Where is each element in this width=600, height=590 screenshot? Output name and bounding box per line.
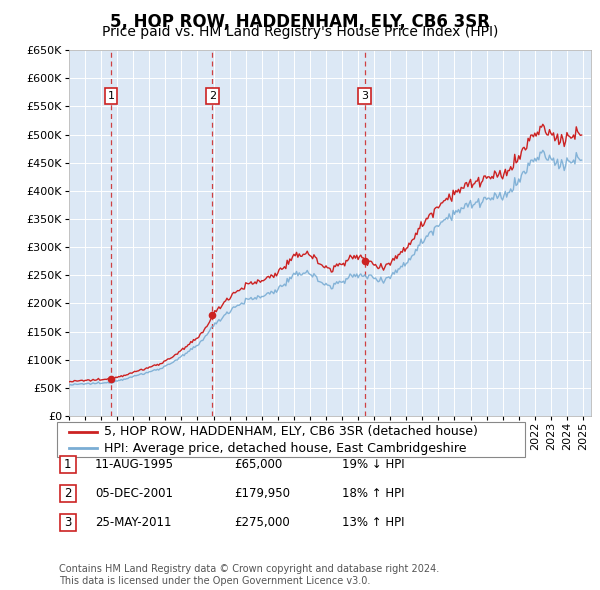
FancyBboxPatch shape — [60, 486, 76, 502]
Text: 18% ↑ HPI: 18% ↑ HPI — [342, 487, 404, 500]
Text: Price paid vs. HM Land Registry's House Price Index (HPI): Price paid vs. HM Land Registry's House … — [102, 25, 498, 40]
Text: 2: 2 — [209, 91, 216, 101]
Text: 25-MAY-2011: 25-MAY-2011 — [95, 516, 172, 529]
Text: 5, HOP ROW, HADDENHAM, ELY, CB6 3SR: 5, HOP ROW, HADDENHAM, ELY, CB6 3SR — [110, 13, 490, 31]
Text: Contains HM Land Registry data © Crown copyright and database right 2024.
This d: Contains HM Land Registry data © Crown c… — [59, 564, 439, 586]
Text: HPI: Average price, detached house, East Cambridgeshire: HPI: Average price, detached house, East… — [104, 442, 466, 455]
Text: £179,950: £179,950 — [234, 487, 290, 500]
Text: 2: 2 — [64, 487, 71, 500]
Text: 13% ↑ HPI: 13% ↑ HPI — [342, 516, 404, 529]
Text: £275,000: £275,000 — [234, 516, 290, 529]
Text: 3: 3 — [64, 516, 71, 529]
FancyBboxPatch shape — [60, 457, 76, 473]
FancyBboxPatch shape — [60, 514, 76, 531]
Text: 5, HOP ROW, HADDENHAM, ELY, CB6 3SR (detached house): 5, HOP ROW, HADDENHAM, ELY, CB6 3SR (det… — [104, 425, 478, 438]
Text: 19% ↓ HPI: 19% ↓ HPI — [342, 458, 404, 471]
Text: 1: 1 — [107, 91, 115, 101]
Text: £65,000: £65,000 — [234, 458, 282, 471]
Text: 05-DEC-2001: 05-DEC-2001 — [95, 487, 173, 500]
FancyBboxPatch shape — [57, 422, 525, 457]
Text: 1: 1 — [64, 458, 71, 471]
Text: 11-AUG-1995: 11-AUG-1995 — [95, 458, 174, 471]
Text: 3: 3 — [361, 91, 368, 101]
